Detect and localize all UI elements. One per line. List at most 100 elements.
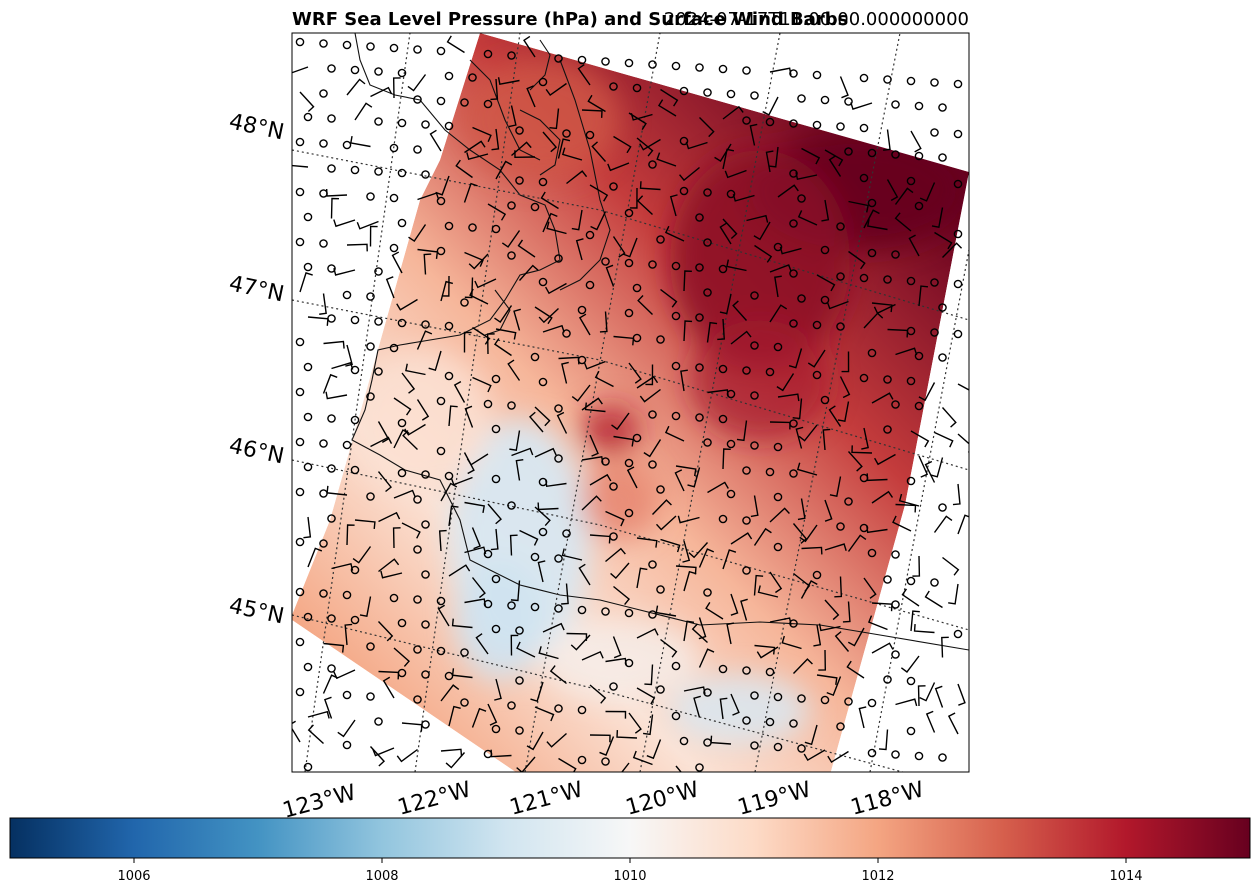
calm-wind-marker: [797, 194, 806, 203]
colorbar-tick-label: 1010: [613, 869, 646, 884]
calm-wind-marker: [742, 666, 751, 675]
calm-wind-marker: [538, 377, 548, 387]
wind-barb: [818, 623, 841, 632]
wind-barb: [440, 748, 463, 757]
wind-barb: [377, 621, 394, 642]
wind-barb: [344, 623, 353, 646]
wind-barb: [557, 138, 571, 159]
wind-barb: [882, 129, 891, 151]
calm-wind-marker: [883, 275, 892, 284]
wind-barb: [816, 274, 836, 292]
calm-wind-marker: [844, 697, 853, 706]
calm-wind-marker: [695, 313, 704, 322]
wind-barb: [322, 373, 338, 394]
wind-barb: [323, 642, 345, 653]
calm-wind-marker: [938, 153, 947, 162]
wind-barb: [538, 307, 559, 324]
calm-wind-marker: [577, 705, 587, 715]
wind-barb: [722, 448, 731, 470]
wind-barb: [769, 304, 788, 323]
wind-barb: [534, 706, 555, 722]
calm-wind-marker: [374, 167, 383, 176]
calm-wind-marker: [718, 414, 728, 424]
wind-barb: [644, 664, 654, 686]
wind-barb: [451, 668, 473, 679]
calm-wind-marker: [820, 245, 830, 255]
wind-barb: [639, 138, 661, 151]
calm-wind-marker: [836, 222, 845, 231]
wind-barb: [871, 490, 894, 504]
wind-barb: [514, 150, 536, 159]
wind-barb: [706, 321, 718, 343]
calm-wind-marker: [507, 701, 516, 710]
calm-wind-marker: [750, 691, 759, 700]
wind-barb: [768, 146, 779, 168]
wind-barb: [594, 370, 614, 388]
calm-wind-marker: [436, 96, 446, 106]
wind-barb: [804, 724, 818, 746]
calm-wind-marker: [397, 418, 407, 428]
calm-wind-marker: [844, 147, 853, 156]
calm-wind-marker: [742, 466, 751, 475]
wind-barb: [824, 499, 833, 522]
wind-barb: [356, 220, 379, 230]
wind-barb: [526, 85, 536, 108]
calm-wind-marker: [460, 648, 469, 657]
wind-barb: [561, 147, 583, 161]
calm-wind-marker: [671, 61, 681, 71]
calm-wind-marker: [444, 321, 454, 331]
colorbar: 1006 1008 1010 1012 1014: [9, 817, 1251, 884]
calm-wind-marker: [765, 117, 775, 127]
colorbar-tick-label: 1006: [117, 869, 150, 884]
calm-wind-marker: [906, 576, 916, 586]
calm-wind-marker: [726, 189, 736, 199]
calm-wind-marker: [773, 442, 783, 452]
lon-label-118w: 118°W: [848, 777, 927, 821]
calm-wind-marker: [303, 412, 313, 422]
calm-wind-marker: [342, 140, 352, 150]
wind-barb: [393, 489, 416, 499]
wind-barb: [605, 264, 615, 287]
wind-barb: [325, 188, 348, 197]
wind-barb: [918, 382, 936, 402]
wind-barb: [378, 558, 400, 573]
calm-wind-marker: [718, 364, 728, 374]
calm-wind-marker: [366, 492, 375, 501]
calm-wind-marker: [648, 460, 657, 469]
calm-wind-marker: [930, 78, 939, 87]
calm-wind-marker: [389, 243, 399, 253]
calm-wind-marker: [742, 516, 751, 525]
wind-barb: [369, 225, 378, 247]
wind-barb: [677, 515, 700, 524]
calm-wind-marker: [773, 692, 783, 702]
calm-wind-marker: [906, 726, 916, 736]
wind-barb: [359, 596, 372, 617]
calm-wind-marker: [601, 757, 610, 766]
calm-wind-marker: [624, 258, 634, 268]
calm-wind-marker: [938, 303, 947, 312]
calm-wind-marker: [695, 363, 704, 372]
parallel-46n: [292, 459, 969, 631]
wind-barb: [719, 697, 728, 720]
wind-barb: [847, 627, 865, 647]
wind-barb: [910, 430, 930, 448]
calm-wind-marker: [656, 235, 665, 244]
wind-barb: [781, 635, 802, 650]
lon-label-120w: 120°W: [623, 777, 702, 821]
calm-wind-marker: [389, 343, 399, 353]
wind-barb: [518, 264, 539, 281]
wind-barb: [637, 295, 653, 316]
wind-barb: [515, 458, 524, 481]
calm-wind-marker: [867, 698, 877, 708]
calm-wind-marker: [515, 626, 524, 635]
calm-wind-marker: [648, 60, 657, 69]
calm-wind-marker: [883, 425, 892, 434]
wind-barb: [636, 628, 659, 639]
calm-wind-marker: [342, 440, 352, 450]
calm-wind-marker: [507, 401, 516, 410]
wind-barb: [372, 747, 395, 757]
wind-barb: [453, 381, 466, 403]
calm-wind-marker: [906, 676, 916, 686]
wind-barb: [440, 684, 460, 702]
calm-wind-marker: [765, 667, 775, 677]
